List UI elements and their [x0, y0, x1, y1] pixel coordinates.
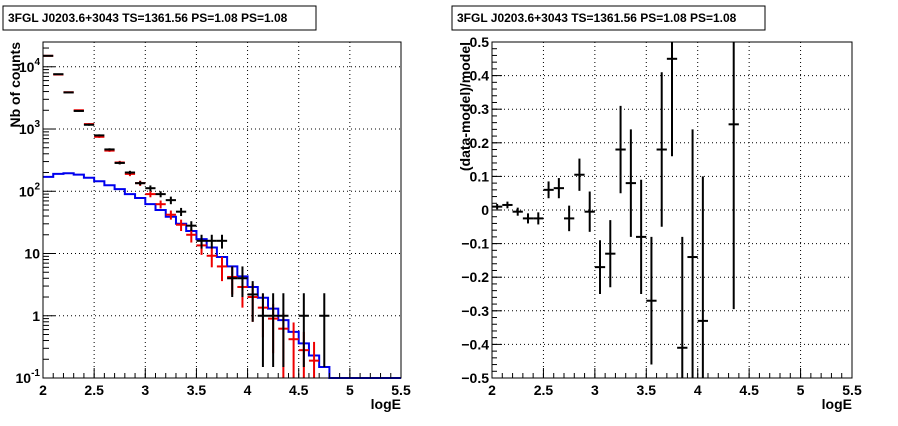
spectrum-model-histogram-line — [43, 172, 401, 379]
residual-ticks — [491, 41, 853, 379]
residual-y-tick-label: 0.4 — [470, 68, 490, 84]
residual-x-tick-label: 2 — [488, 382, 496, 398]
residual-tick-labels: 2 2.5 3 3.5 4 4.5 5 5.5 −0.5 −0.4 −0.3 −0.2 −0.1 0 0.1… — [461, 34, 862, 398]
residual-x-tick-label: 5.5 — [842, 382, 862, 398]
residual-y-tick-label: −0.2 — [461, 269, 489, 285]
residual-y-tick-label: −0.1 — [461, 236, 489, 252]
spectrum-x-tick-label: 3 — [141, 382, 149, 398]
residual-y-tick-label: 0.2 — [470, 135, 490, 151]
spectrum-x-tick-label: 5.5 — [391, 382, 411, 398]
spectrum-x-tick-label: 2 — [39, 382, 47, 398]
residual-y-tick-label: 0.3 — [470, 101, 490, 117]
residual-y-tick-label: −0.5 — [461, 370, 489, 386]
residual-grid — [492, 42, 852, 378]
residual-title-box — [451, 5, 766, 31]
residual-y-axis-title: (data-model)/model — [457, 42, 473, 171]
residual-title: 3FGL J0203.6+3043 TS=1361.56 PS=1.08 PS=… — [457, 11, 737, 25]
spectrum-y-tick-label: 10-1 — [16, 368, 41, 386]
spectrum-data-points — [43, 54, 330, 368]
spectrum-y-tick-label: 102 — [19, 181, 41, 199]
spectrum-model-histogram — [43, 172, 401, 379]
residual-x-axis-title: logE — [822, 396, 852, 412]
spectrum-y-tick-label: 1 — [32, 308, 40, 324]
spectrum-x-tick-label: 4 — [244, 382, 252, 398]
spectrum-x-tick-label: 3.5 — [187, 382, 207, 398]
spectrum-title-box — [2, 5, 317, 31]
spectrum-y-axis-title: Nb of counts — [7, 42, 23, 128]
residual-y-tick-label: 0.5 — [470, 34, 490, 50]
spectrum-y-tick-label: 103 — [19, 119, 41, 137]
spectrum-frame — [42, 41, 402, 379]
spectrum-title: 3FGL J0203.6+3043 TS=1361.56 PS=1.08 PS=… — [8, 11, 288, 25]
spectrum-ticks — [42, 47, 402, 379]
residual-panel: 3FGL J0203.6+3043 TS=1361.56 PS=1.08 PS=… — [451, 5, 862, 412]
spectrum-y-tick-label: 10 — [24, 246, 40, 262]
residual-y-tick-label: 0 — [481, 202, 489, 218]
spectrum-model-points — [43, 54, 320, 378]
spectrum-grid — [43, 42, 401, 378]
residual-y-tick-label: −0.3 — [461, 303, 489, 319]
spectrum-x-tick-label: 5 — [346, 382, 354, 398]
residual-x-tick-label: 3 — [591, 382, 599, 398]
residual-data-points — [492, 42, 739, 378]
residual-x-tick-label: 5 — [797, 382, 805, 398]
spectrum-y-tick-label: 104 — [19, 57, 41, 75]
residual-x-tick-label: 4.5 — [739, 382, 759, 398]
residual-y-tick-label: 0.1 — [470, 168, 490, 184]
spectrum-panel: 3FGL J0203.6+3043 TS=1361.56 PS=1.08 PS=… — [2, 5, 411, 412]
spectrum-x-tick-label: 4.5 — [289, 382, 309, 398]
residual-x-tick-label: 2.5 — [534, 382, 554, 398]
residual-y-tick-label: −0.4 — [461, 336, 489, 352]
spectrum-tick-labels: 2 2.5 3 3.5 4 4.5 5 5.5 10-1 1 10 102 103 104 — [16, 57, 411, 398]
residual-x-tick-label: 3.5 — [637, 382, 657, 398]
spectrum-x-axis-title: logE — [371, 396, 401, 412]
spectrum-x-tick-label: 2.5 — [84, 382, 104, 398]
residual-x-tick-label: 4 — [694, 382, 702, 398]
